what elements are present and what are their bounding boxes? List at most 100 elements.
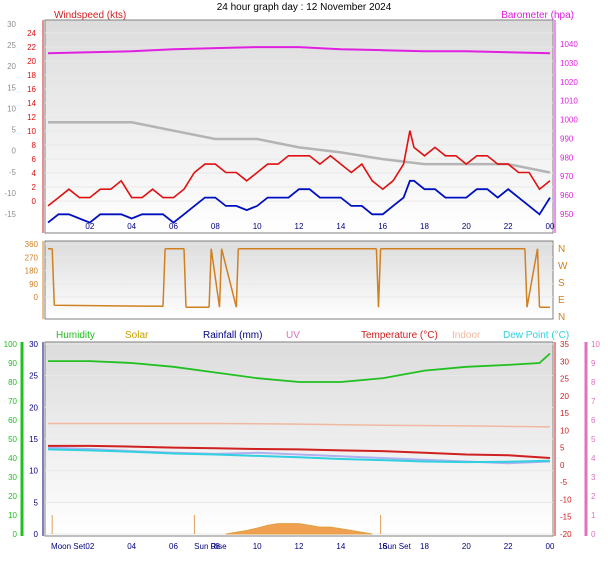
temp-tick-label: 5	[560, 444, 565, 453]
wind-tick-label: 10	[27, 127, 36, 136]
wind-tick-label: 24	[27, 29, 36, 38]
humidity-tick-label: 60	[8, 416, 17, 425]
temp-tick-label: 20	[560, 392, 569, 401]
legend-item: Rainfall (mm)	[203, 330, 262, 341]
baro-tick-label: 980	[560, 153, 574, 162]
uv-tick-label: 7	[591, 397, 596, 406]
wind-gust-line	[47, 130, 551, 207]
outer-tick-label: 20	[7, 62, 16, 71]
compass-tick-label: E	[558, 295, 565, 306]
humidity-tick-label: 90	[8, 359, 17, 368]
wind-grid	[45, 32, 553, 202]
rain-tick-label: 0	[34, 530, 39, 539]
wind-baro-panel: Windspeed (kts) Barometer (hpa) 24222018…	[4, 10, 578, 234]
temp-tick-label: 35	[560, 340, 569, 349]
uv-tick-label: 8	[591, 378, 596, 387]
x-tick-label-bottom: 18	[420, 542, 429, 551]
humidity-tick-label: 70	[8, 397, 17, 406]
wind-tick-label: 12	[27, 113, 36, 122]
x-tick-label-top: 16	[378, 222, 387, 231]
baro-tick-label: 950	[560, 210, 574, 219]
x-tick-label-bottom: 12	[295, 542, 304, 551]
baro-tick-label: 960	[560, 191, 574, 200]
indoor-temp-line	[48, 422, 551, 428]
rain-tick-label: 20	[29, 403, 38, 412]
direction-grid	[45, 243, 553, 298]
direction-panel-bg	[44, 240, 554, 320]
temp-axis-ticks: 1009080706050403020100302520151050353025…	[4, 340, 601, 539]
wind-tick-label: 2	[32, 183, 37, 192]
baro-tick-label: 1000	[560, 116, 578, 125]
wind-tick-label: 14	[27, 99, 36, 108]
rain-tick-label: 10	[29, 467, 38, 476]
wind-tick-label: 20	[27, 57, 36, 66]
temp-tick-label: 15	[560, 409, 569, 418]
outer-tick-label: -5	[9, 168, 17, 177]
x-tick-label-bottom: 06	[169, 542, 178, 551]
direction-tick-label: 180	[25, 267, 39, 276]
rain-tick-label: 15	[29, 435, 38, 444]
wind-tick-label: 6	[32, 155, 37, 164]
barometer-label: Barometer (hpa)	[501, 10, 574, 21]
wind-tick-label: 18	[27, 71, 36, 80]
x-tick-label-top: 20	[462, 222, 471, 231]
event-marker-label: Sun Set	[382, 542, 411, 551]
solar-area	[225, 523, 373, 535]
rain-tick-label: 5	[34, 498, 39, 507]
x-tick-label-top: 00	[546, 222, 555, 231]
temp-grid	[45, 343, 553, 535]
baro-tick-label: 1020	[560, 78, 578, 87]
outer-tick-label: 10	[7, 104, 16, 113]
outer-tick-label: 25	[7, 41, 16, 50]
humidity-line	[48, 352, 551, 383]
outer-tick-label: 30	[7, 20, 16, 29]
x-tick-label-bottom: 16	[378, 542, 387, 551]
humidity-tick-label: 0	[13, 530, 18, 539]
wind-average-line	[47, 179, 551, 224]
legend-item: Solar	[125, 330, 149, 341]
rain-tick-label: 25	[29, 372, 38, 381]
uv-tick-label: 6	[591, 416, 596, 425]
wind-tick-label: 8	[32, 141, 37, 150]
baro-tick-label: 990	[560, 134, 574, 143]
humidity-tick-label: 10	[8, 511, 17, 520]
x-tick-label-bottom: 14	[336, 542, 345, 551]
x-tick-label-bottom: 08	[211, 542, 220, 551]
rain-tick-label: 30	[29, 340, 38, 349]
outer-tick-label: 5	[12, 126, 17, 135]
temp-tick-label: 0	[560, 461, 565, 470]
wind-tick-label: 16	[27, 85, 36, 94]
compass-tick-label: W	[558, 261, 568, 272]
uv-tick-label: 9	[591, 359, 596, 368]
x-tick-label-top: 22	[504, 222, 513, 231]
event-marker-label: Moon Set	[51, 542, 86, 551]
wind-direction-trace	[48, 247, 550, 308]
legend-item: Dew Point (°C)	[503, 330, 569, 341]
baro-tick-label: 1040	[560, 40, 578, 49]
x-tick-label-bottom: 04	[127, 542, 136, 551]
direction-tick-label: 90	[29, 280, 38, 289]
outer-tick-label: -10	[4, 189, 16, 198]
humidity-tick-label: 40	[8, 454, 17, 463]
x-tick-label-top: 18	[420, 222, 429, 231]
x-tick-label-top: 14	[336, 222, 345, 231]
barometer-line	[47, 46, 551, 55]
x-tick-label-top: 02	[85, 222, 94, 231]
x-tick-label-bottom: 20	[462, 542, 471, 551]
windspeed-label: Windspeed (kts)	[54, 10, 126, 21]
direction-tick-label: 0	[34, 293, 39, 302]
uv-tick-label: 0	[591, 530, 596, 539]
x-tick-label-top: 12	[295, 222, 304, 231]
humidity-tick-label: 80	[8, 378, 17, 387]
uv-tick-label: 10	[591, 340, 600, 349]
wind-tick-label: 4	[32, 169, 37, 178]
baro-tick-label: 970	[560, 172, 574, 181]
uv-tick-label: 2	[591, 492, 596, 501]
direction-tick-label: 270	[25, 253, 39, 262]
x-tick-label-top: 10	[253, 222, 262, 231]
event-marker-label: Sun Rise	[194, 542, 227, 551]
temp-tick-label: -5	[560, 478, 568, 487]
